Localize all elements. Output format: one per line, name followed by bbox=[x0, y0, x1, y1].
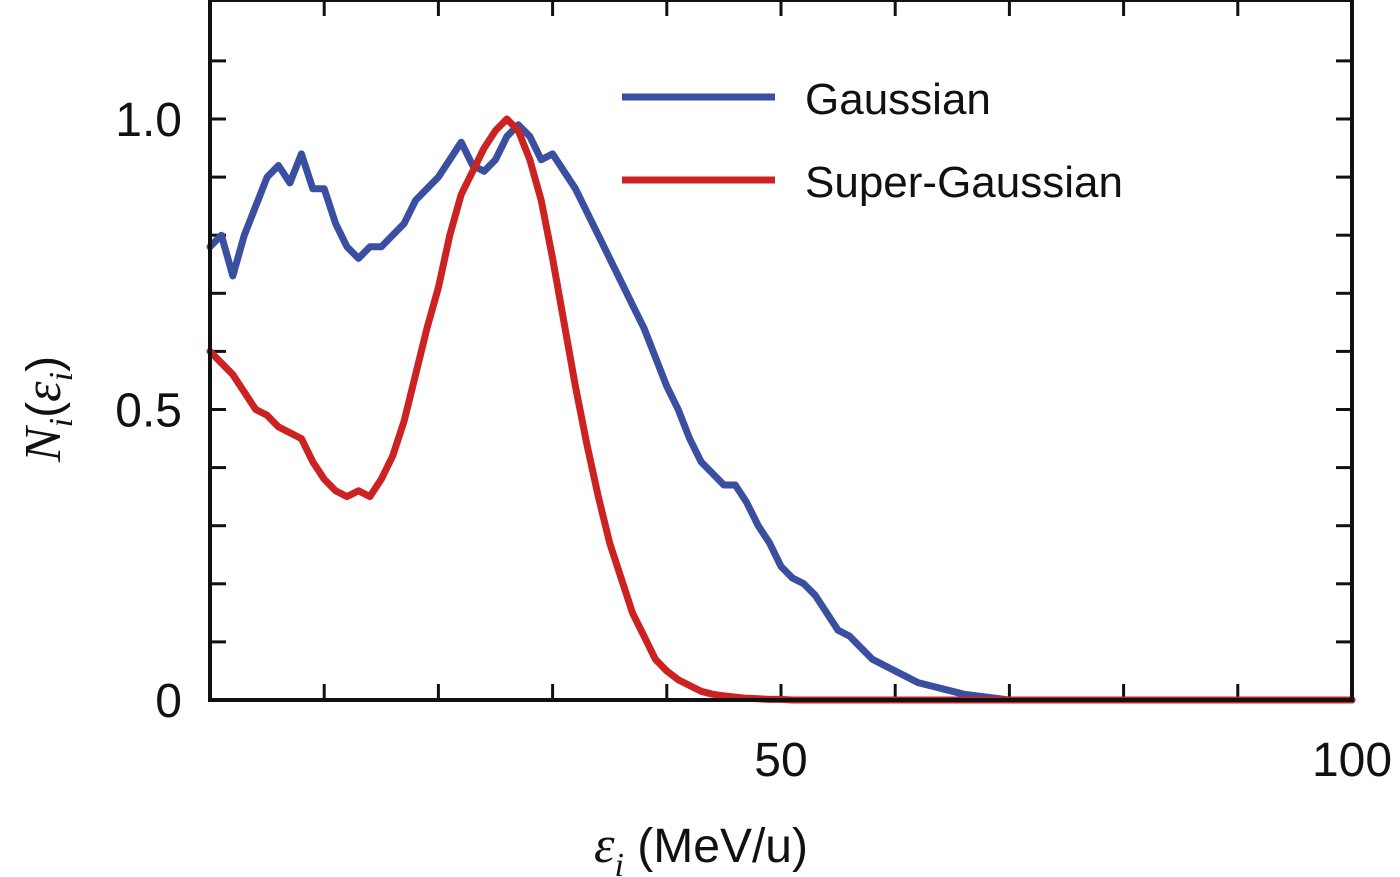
x-axis-label: εi (MeV/u) bbox=[594, 817, 808, 877]
legend: Gaussian Super-Gaussian bbox=[622, 75, 1123, 207]
legend-label-gaussian: Gaussian bbox=[805, 75, 991, 124]
plot-area bbox=[210, 0, 1352, 700]
series-line-gaussian bbox=[206, 121, 1356, 704]
plot-frame bbox=[208, 0, 1354, 702]
y-tick-label-0.5: 0.5 bbox=[115, 385, 182, 438]
x-tick-label-50: 50 bbox=[754, 734, 807, 787]
y-tick-label-0: 0 bbox=[155, 675, 182, 728]
y-tick-label-1: 1.0 bbox=[115, 94, 182, 147]
y-axis-label: Ni(εi) bbox=[15, 356, 80, 463]
tick-labels: 50 100 0 0.5 1.0 bbox=[115, 94, 1392, 787]
legend-label-super-gaussian: Super-Gaussian bbox=[805, 158, 1123, 207]
ticks bbox=[210, 0, 1352, 700]
x-tick-label-100: 100 bbox=[1312, 734, 1392, 787]
